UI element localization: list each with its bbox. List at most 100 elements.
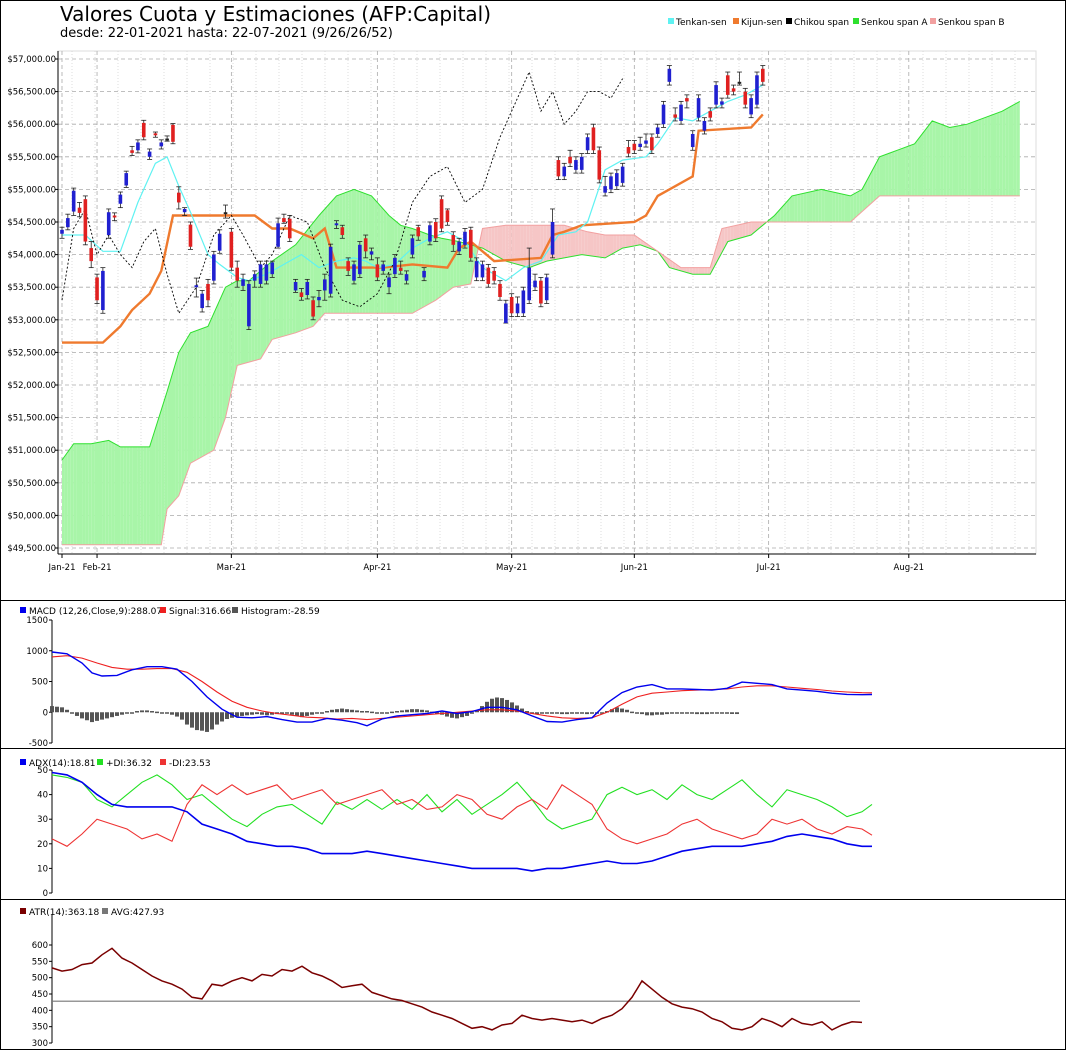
- cloud-bear-segment: [742, 223, 746, 238]
- cloud-bull-segment: [342, 192, 346, 314]
- histogram-bar: [540, 712, 544, 714]
- cloud-bear-segment: [573, 227, 576, 257]
- cloud-bull-segment: [319, 212, 322, 320]
- histogram-bar: [290, 712, 294, 715]
- cloud-bull-segment: [228, 283, 232, 405]
- cloud-bull-segment: [126, 446, 130, 545]
- y-tick-label: $52,500.00: [7, 348, 56, 358]
- macd-line: [51, 651, 873, 727]
- cloud-bull-segment: [339, 193, 343, 314]
- histogram-bar: [715, 712, 719, 714]
- candle-body: [363, 238, 368, 252]
- cloud-bull-segment: [949, 126, 953, 196]
- cloud-bear-segment: [739, 224, 743, 239]
- cloud-bear-segment: [719, 228, 722, 258]
- candle-body: [101, 270, 105, 311]
- cloud-bull-segment: [348, 190, 352, 314]
- candle-body: [562, 166, 567, 177]
- cloud-bear-segment: [526, 225, 530, 268]
- cloud-bear-segment: [730, 225, 734, 241]
- candle-body: [644, 140, 648, 144]
- cloud-bull-segment: [888, 152, 892, 196]
- plus-di-line: [51, 774, 873, 830]
- cloud-bear-segment: [570, 226, 573, 257]
- y-tick-label: 500: [32, 974, 48, 984]
- cloud-bear-segment: [713, 248, 717, 269]
- candle-body: [509, 296, 514, 314]
- candle-body: [217, 233, 222, 251]
- histogram-bar: [350, 709, 354, 713]
- histogram-bar: [225, 712, 229, 720]
- cloud-bull-segment: [362, 192, 366, 314]
- histogram-bar: [640, 712, 644, 715]
- cloud-bull-segment: [208, 319, 211, 454]
- cloud-bull-segment: [94, 442, 97, 545]
- cloud-bull-segment: [935, 122, 938, 196]
- y-tick-label: 300: [32, 1039, 48, 1049]
- cloud-bear-segment: [689, 267, 693, 275]
- candle-body: [521, 290, 526, 314]
- histogram-bar: [285, 712, 289, 714]
- histogram-bar: [335, 709, 339, 713]
- cloud-bear-segment: [599, 234, 603, 258]
- candle-body: [410, 238, 415, 255]
- candle-body: [381, 264, 385, 271]
- histogram-bar: [255, 712, 259, 715]
- histogram-bar: [370, 711, 374, 714]
- histogram-bar: [355, 710, 359, 713]
- histogram-bar: [245, 712, 249, 716]
- y-tick-label: 450: [32, 990, 48, 1000]
- histogram-bar: [220, 712, 224, 722]
- histogram-bar: [575, 712, 579, 714]
- cloud-bear-segment: [555, 225, 559, 260]
- candle-body: [112, 215, 117, 218]
- candle-body: [743, 91, 748, 105]
- candle-body: [404, 274, 409, 281]
- cloud-bull-segment: [1016, 101, 1020, 196]
- histogram-bar: [570, 712, 574, 714]
- cloud-bull-segment: [88, 443, 92, 545]
- y-tick-label: 1000: [26, 647, 48, 657]
- cloud-bull-segment: [76, 443, 80, 545]
- legend-label: ATR(14):363.18: [29, 908, 99, 918]
- cloud-bull-segment: [304, 230, 308, 330]
- cloud-bull-segment: [1008, 106, 1011, 196]
- histogram-bar: [635, 712, 639, 714]
- candle-body: [696, 98, 701, 118]
- cloud-bull-segment: [219, 293, 223, 434]
- candle-body: [737, 81, 742, 84]
- candle-body: [667, 68, 672, 82]
- cloud-bull-segment: [123, 446, 127, 545]
- cloud-bull-segment: [254, 273, 258, 361]
- histogram-bar: [265, 712, 269, 716]
- cloud-bull-segment: [196, 329, 200, 460]
- candle-body: [71, 190, 76, 212]
- histogram-bar: [670, 712, 674, 714]
- cloud-bear-segment: [701, 267, 705, 275]
- histogram-bar: [665, 712, 669, 715]
- cloud-bear-segment: [631, 235, 635, 247]
- legend-swatch: [20, 759, 26, 765]
- histogram-bar: [160, 712, 164, 714]
- cloud-bull-segment: [132, 446, 135, 545]
- histogram-bar: [685, 712, 689, 714]
- legend-label: Senkou span B: [938, 18, 1005, 28]
- candle-body: [731, 88, 736, 92]
- cloud-bear-segment: [508, 225, 512, 263]
- histogram-bar: [710, 712, 714, 714]
- cloud-bull-segment: [865, 178, 868, 209]
- histogram-bar: [655, 712, 659, 715]
- candle-body: [474, 261, 479, 278]
- histogram-bar: [375, 712, 379, 714]
- chart-title: Valores Cuota y Estimaciones (AFP:Capita…: [60, 2, 491, 26]
- histogram-bar: [195, 712, 199, 731]
- histogram-bar: [190, 712, 194, 728]
- cloud-bull-segment: [181, 342, 185, 488]
- y-tick-label: 20: [37, 840, 48, 850]
- y-tick-label: $57,000.00: [7, 55, 56, 65]
- cloud-bull-segment: [462, 242, 465, 286]
- cloud-bull-segment: [324, 205, 328, 314]
- histogram-bar: [175, 712, 179, 717]
- candle-body: [714, 85, 718, 105]
- atr-line: [51, 947, 863, 1031]
